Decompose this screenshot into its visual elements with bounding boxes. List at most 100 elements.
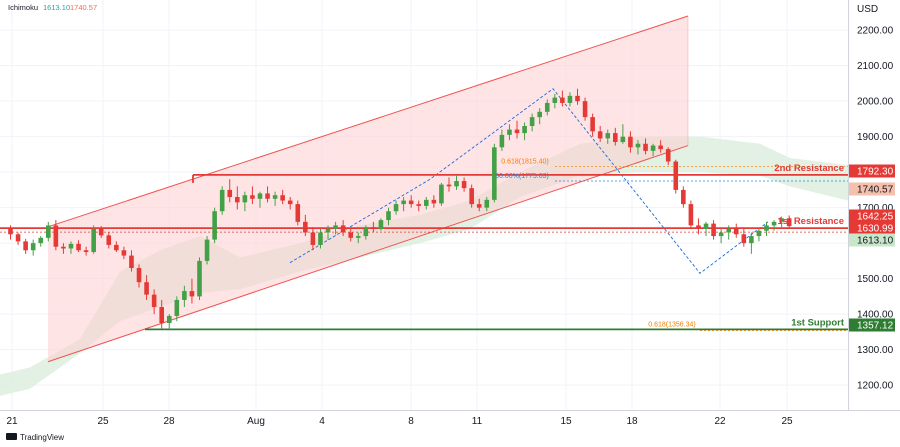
ascending-channel [47, 15, 689, 363]
channel-lower-line [47, 145, 689, 363]
candle-body [643, 143, 648, 151]
candle-body [106, 235, 112, 245]
price-tick-label: 1400.00 [857, 310, 894, 321]
indicator-name: Ichimoku [8, 3, 38, 12]
candle-body [61, 246, 66, 249]
price-tag-bg [849, 221, 895, 235]
time-tick-label: 28 [163, 416, 175, 427]
candle-body [522, 126, 527, 134]
candle-body [219, 189, 225, 212]
tradingview-logo: TradingView [6, 433, 64, 442]
time-tick-label: 15 [560, 416, 572, 427]
candle-body [151, 294, 157, 308]
candle-body [749, 236, 754, 244]
level-label: 2nd Resistance [774, 163, 844, 174]
candle-body [166, 315, 172, 324]
candle-body [348, 232, 353, 238]
candle-body [272, 195, 278, 199]
time-tick-label: 11 [472, 416, 483, 427]
candle-body [733, 228, 739, 235]
price-tag-label: 1357.12 [857, 321, 894, 332]
candle-body [250, 195, 255, 199]
time-axis[interactable]: 21 25 28 Aug 4 8 11 15 18 22 25 [6, 416, 793, 427]
candle-body [461, 181, 467, 189]
candle-body [681, 189, 686, 205]
candle-body [469, 188, 474, 205]
candle-body [711, 223, 716, 237]
candle-body [786, 218, 792, 227]
candle-body [287, 200, 293, 205]
price-tick-label: 2000.00 [857, 97, 894, 108]
candle-body [764, 225, 769, 231]
candle-body [76, 243, 81, 251]
candle-body [597, 131, 603, 139]
candle-body [235, 197, 240, 203]
candle-body [68, 243, 74, 249]
candle-body [529, 117, 535, 127]
time-tick-label: 22 [714, 416, 726, 427]
candle-body [431, 199, 437, 204]
candle-body [386, 211, 391, 221]
candle-body [696, 225, 701, 229]
candle-body [30, 243, 36, 251]
candle-body [8, 228, 13, 235]
candle-body [756, 230, 762, 237]
time-tick-label: 25 [97, 416, 109, 427]
fib-label: 0.618(1356.34) [648, 322, 695, 329]
axis-currency: USD [857, 4, 878, 15]
time-tick-label: Aug [247, 416, 265, 427]
candle-body [212, 211, 217, 240]
candle-body [537, 111, 542, 118]
candle-body [295, 204, 301, 222]
candle-body [121, 250, 127, 256]
candlestick-series [8, 88, 792, 330]
candle-body [303, 221, 308, 233]
candle-body [182, 291, 187, 300]
price-tag-bg [849, 182, 895, 196]
candle-body [197, 260, 202, 297]
fib-label: 50.00%(1775.03) [495, 173, 549, 180]
candle-body [628, 136, 633, 148]
pattern-dashed-lines [289, 88, 769, 274]
time-tick-label: 8 [408, 416, 414, 427]
fib-label: 0.618(1815.40) [501, 159, 548, 166]
candle-body [136, 268, 142, 283]
candle-body [446, 184, 452, 187]
level-labels: 2nd Resistance 1st Resistance 1st Support [774, 163, 845, 328]
candle-body [552, 97, 558, 103]
candle-body [318, 232, 323, 245]
candle-body [439, 184, 444, 204]
price-tag-label: 1642.25 [857, 212, 894, 223]
candle-body [257, 193, 263, 199]
candle-body [688, 204, 694, 226]
price-tag-bg [849, 318, 895, 332]
candle-body [408, 200, 414, 205]
candle-body [575, 95, 580, 102]
candle-body [114, 244, 119, 251]
candle-body [265, 193, 270, 199]
price-axis[interactable]: 1200.001300.001400.001500.001600.001700.… [857, 26, 894, 392]
candle-body [605, 133, 611, 139]
candle-body [174, 299, 180, 316]
candle-body [514, 129, 520, 134]
candle-body [779, 218, 784, 222]
candle-body [204, 239, 210, 261]
pattern-line [289, 88, 769, 274]
candle-body [613, 133, 618, 142]
candle-body [189, 291, 195, 297]
channel-fill [48, 15, 688, 362]
indicator-value-2: 1740.57 [70, 3, 97, 12]
time-tick-label: 21 [6, 416, 18, 427]
candle-body [53, 225, 59, 247]
time-tick-label: 25 [781, 416, 793, 427]
candle-body [46, 225, 51, 238]
candle-body [567, 95, 573, 103]
candle-body [325, 228, 331, 233]
candle-body [620, 136, 626, 142]
candle-body [340, 225, 346, 233]
candle-body [507, 129, 512, 135]
candle-body [718, 232, 724, 237]
candle-body [227, 189, 233, 198]
indicator-legend[interactable]: Ichimoku 1613.10 1740.57 [8, 3, 97, 12]
